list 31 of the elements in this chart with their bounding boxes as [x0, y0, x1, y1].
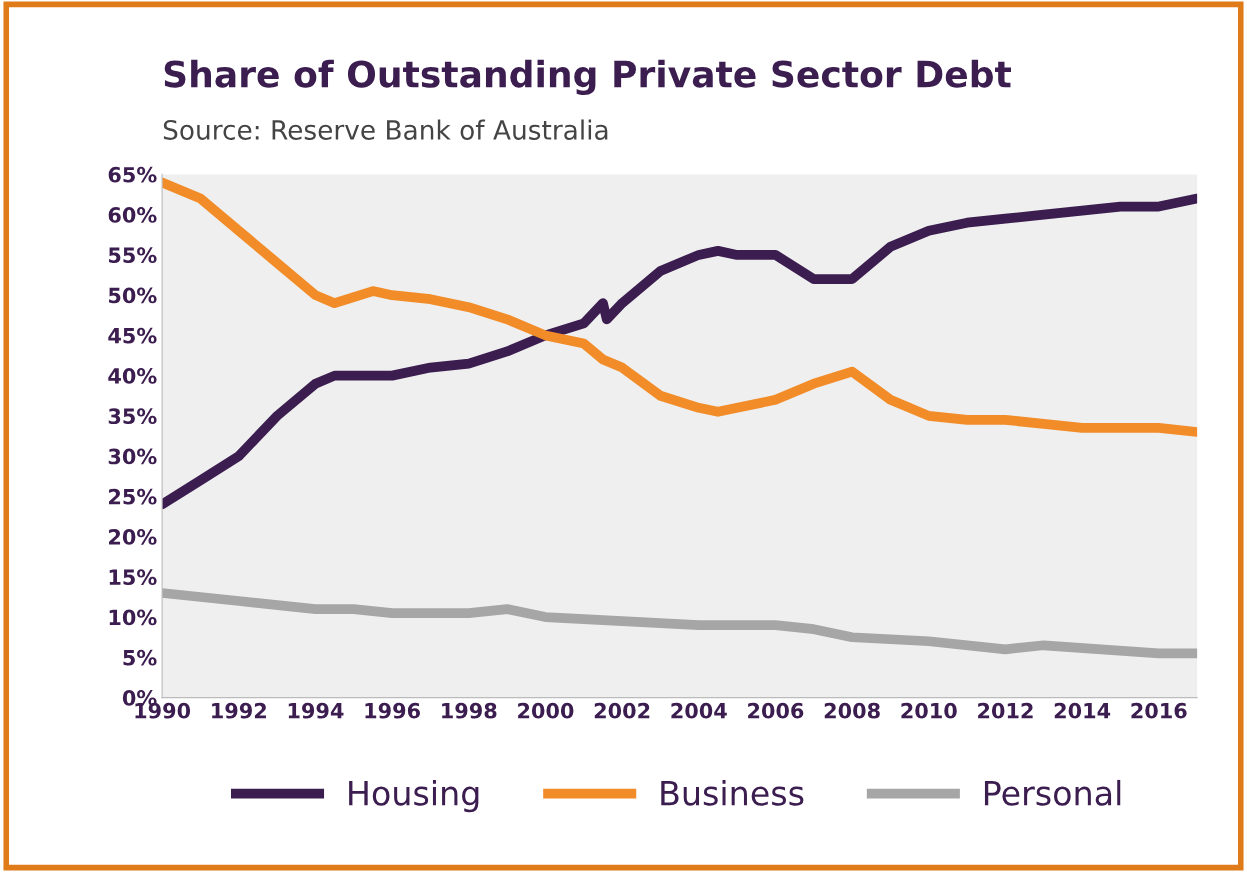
x-tick-label: 1998: [442, 702, 497, 719]
x-tick-label: 2010: [901, 702, 957, 719]
y-tick-label: 15%: [109, 569, 157, 586]
y-tick-label: 40%: [108, 368, 157, 384]
x-tick-label: 2004: [671, 702, 727, 719]
x-tick-label: 1994: [288, 702, 344, 719]
y-tick-label: 45%: [108, 327, 157, 344]
x-tick-label: 2008: [824, 702, 880, 719]
x-tick-label: 1992: [212, 702, 266, 719]
x-tick-label: 2000: [518, 702, 574, 719]
legend-label: Business: [661, 779, 804, 806]
chart-title: Share of Outstanding Private Sector Debt: [164, 59, 1012, 95]
x-tick-label: 2012: [978, 702, 1033, 719]
y-tick-label: 25%: [109, 488, 157, 505]
x-tick-label: 2014: [1054, 702, 1111, 719]
legend-label: Personal: [984, 779, 1121, 806]
x-tick-label: 2016: [1131, 702, 1187, 719]
y-tick-label: 10%: [109, 609, 157, 626]
y-tick-label: 55%: [108, 247, 157, 264]
x-tick-label: 1996: [365, 702, 420, 719]
x-tick-label: 2006: [748, 702, 804, 719]
legend-label: Housing: [349, 779, 479, 813]
y-tick-label: 35%: [108, 408, 157, 425]
y-tick-label: 5%: [123, 649, 157, 666]
y-tick-label: 60%: [108, 207, 157, 223]
y-tick-label: 65%: [108, 166, 157, 183]
y-tick-label: 50%: [108, 287, 157, 304]
chart-subtitle: Source: Reserve Bank of Australia: [163, 119, 608, 140]
y-tick-label: 30%: [108, 448, 157, 465]
x-tick-label: 2002: [594, 702, 650, 719]
y-tick-label: 20%: [109, 529, 157, 545]
